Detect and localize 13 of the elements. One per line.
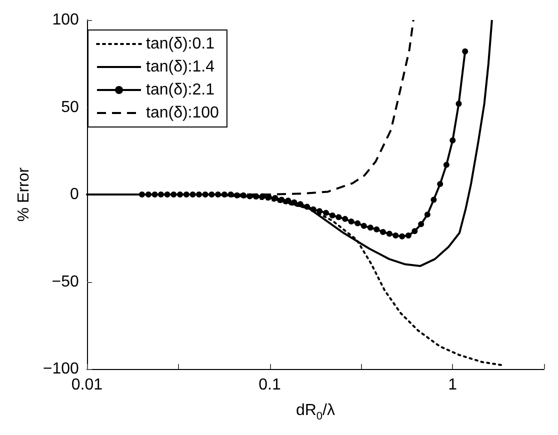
legend-label: tan(δ):100 [146, 104, 220, 122]
x-tick-label: 0.01 [71, 376, 103, 394]
legend-label: tan(δ):0.1 [146, 36, 215, 52]
legend-label: tan(δ):1.4 [146, 58, 215, 76]
y-axis-title: % Error [16, 166, 32, 222]
y-tick-label: −100 [42, 360, 80, 378]
legend-label: tan(δ):2.1 [146, 82, 215, 98]
x-tick-label: 1 [448, 376, 458, 394]
y-tick-label: 100 [52, 12, 80, 28]
y-tick-label: 50 [61, 98, 80, 116]
x-tick-label: 0.1 [258, 376, 282, 394]
y-tick-label: 0 [70, 186, 80, 203]
y-tick-label: −50 [52, 273, 80, 290]
